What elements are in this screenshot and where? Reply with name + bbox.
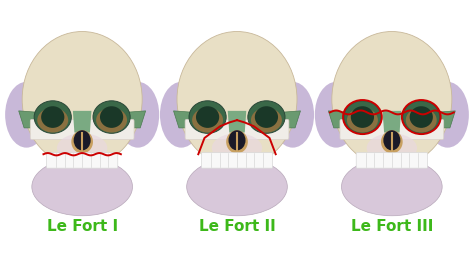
- Ellipse shape: [32, 158, 132, 216]
- Text: Le Fort I: Le Fort I: [46, 219, 118, 234]
- Ellipse shape: [351, 106, 374, 128]
- FancyBboxPatch shape: [340, 119, 444, 139]
- Polygon shape: [119, 111, 146, 128]
- Ellipse shape: [37, 108, 68, 132]
- Polygon shape: [173, 111, 200, 128]
- Ellipse shape: [272, 82, 314, 148]
- Polygon shape: [429, 111, 456, 128]
- Ellipse shape: [93, 101, 130, 133]
- Ellipse shape: [22, 31, 142, 167]
- FancyBboxPatch shape: [201, 153, 273, 168]
- Ellipse shape: [160, 82, 202, 148]
- Ellipse shape: [57, 133, 107, 163]
- Polygon shape: [274, 111, 301, 128]
- Ellipse shape: [100, 106, 123, 128]
- Ellipse shape: [426, 82, 469, 148]
- Ellipse shape: [5, 82, 48, 148]
- Ellipse shape: [177, 31, 297, 167]
- Ellipse shape: [381, 130, 403, 153]
- Ellipse shape: [367, 133, 417, 163]
- Ellipse shape: [226, 130, 248, 153]
- Ellipse shape: [248, 101, 285, 133]
- Ellipse shape: [192, 108, 223, 132]
- Ellipse shape: [403, 101, 440, 133]
- Ellipse shape: [41, 106, 64, 128]
- Ellipse shape: [255, 106, 278, 128]
- Ellipse shape: [341, 158, 442, 216]
- Ellipse shape: [117, 82, 159, 148]
- Ellipse shape: [228, 130, 246, 150]
- Ellipse shape: [315, 82, 357, 148]
- Ellipse shape: [212, 133, 262, 163]
- Polygon shape: [228, 111, 246, 132]
- Ellipse shape: [187, 158, 287, 216]
- Ellipse shape: [410, 106, 433, 128]
- Ellipse shape: [96, 108, 127, 132]
- Ellipse shape: [332, 31, 452, 167]
- Ellipse shape: [71, 130, 93, 153]
- Text: Le Fort III: Le Fort III: [351, 219, 433, 234]
- Polygon shape: [383, 111, 401, 132]
- Ellipse shape: [73, 130, 91, 150]
- Polygon shape: [328, 111, 355, 128]
- Ellipse shape: [383, 130, 401, 150]
- Text: Le Fort II: Le Fort II: [199, 219, 275, 234]
- Ellipse shape: [347, 108, 378, 132]
- Ellipse shape: [344, 101, 381, 133]
- FancyBboxPatch shape: [185, 119, 289, 139]
- FancyBboxPatch shape: [46, 153, 118, 168]
- Ellipse shape: [189, 101, 226, 133]
- FancyBboxPatch shape: [356, 153, 428, 168]
- Polygon shape: [18, 111, 45, 128]
- FancyBboxPatch shape: [30, 119, 134, 139]
- Ellipse shape: [196, 106, 219, 128]
- Polygon shape: [73, 111, 91, 132]
- Ellipse shape: [251, 108, 282, 132]
- Ellipse shape: [406, 108, 437, 132]
- Ellipse shape: [34, 101, 71, 133]
